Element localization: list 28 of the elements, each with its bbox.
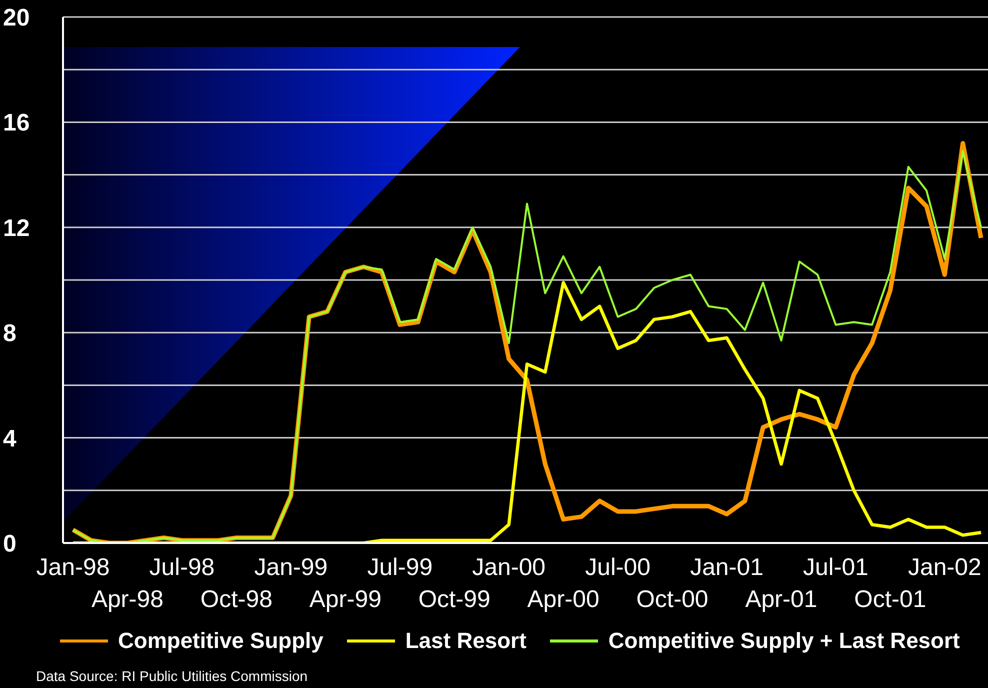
x-tick-label: Jul-01 bbox=[803, 554, 868, 581]
x-tick-label: Oct-98 bbox=[200, 586, 272, 613]
x-tick-label: Jan-01 bbox=[690, 554, 764, 581]
source-note: Data Source: RI Public Utilities Commission bbox=[36, 668, 308, 684]
legend-label: Competitive Supply bbox=[118, 628, 324, 654]
x-tick-label: Jul-99 bbox=[367, 554, 433, 581]
x-tick-label: Jan-02 bbox=[908, 554, 982, 581]
x-tick-label: Jan-99 bbox=[254, 554, 328, 581]
y-tick-label: 16 bbox=[3, 110, 30, 137]
x-tick-label: Jul-98 bbox=[149, 554, 215, 581]
y-tick-label: 12 bbox=[3, 214, 30, 242]
x-tick-label: Apr-01 bbox=[745, 586, 818, 613]
x-tick-label: Jul-00 bbox=[585, 554, 650, 581]
x-tick-label: Oct-99 bbox=[418, 586, 490, 613]
x-tick-label: Jan-98 bbox=[36, 554, 110, 581]
x-tick-label: Oct-01 bbox=[854, 586, 926, 613]
x-tick-label: Apr-99 bbox=[309, 586, 382, 613]
legend-label: Last Resort bbox=[405, 628, 526, 654]
y-tick-label: 20 bbox=[3, 4, 30, 32]
legend-label: Competitive Supply + Last Resort bbox=[608, 628, 960, 654]
y-tick-label: 8 bbox=[3, 320, 16, 348]
x-tick-label: Apr-98 bbox=[91, 586, 164, 613]
y-tick-label: 4 bbox=[3, 425, 17, 452]
x-tick-label: Apr-00 bbox=[527, 586, 600, 613]
y-tick-label: 0 bbox=[3, 530, 16, 558]
x-tick-label: Jan-00 bbox=[472, 554, 546, 581]
line-series bbox=[71, 281, 983, 543]
x-tick-label: Oct-00 bbox=[636, 586, 708, 613]
